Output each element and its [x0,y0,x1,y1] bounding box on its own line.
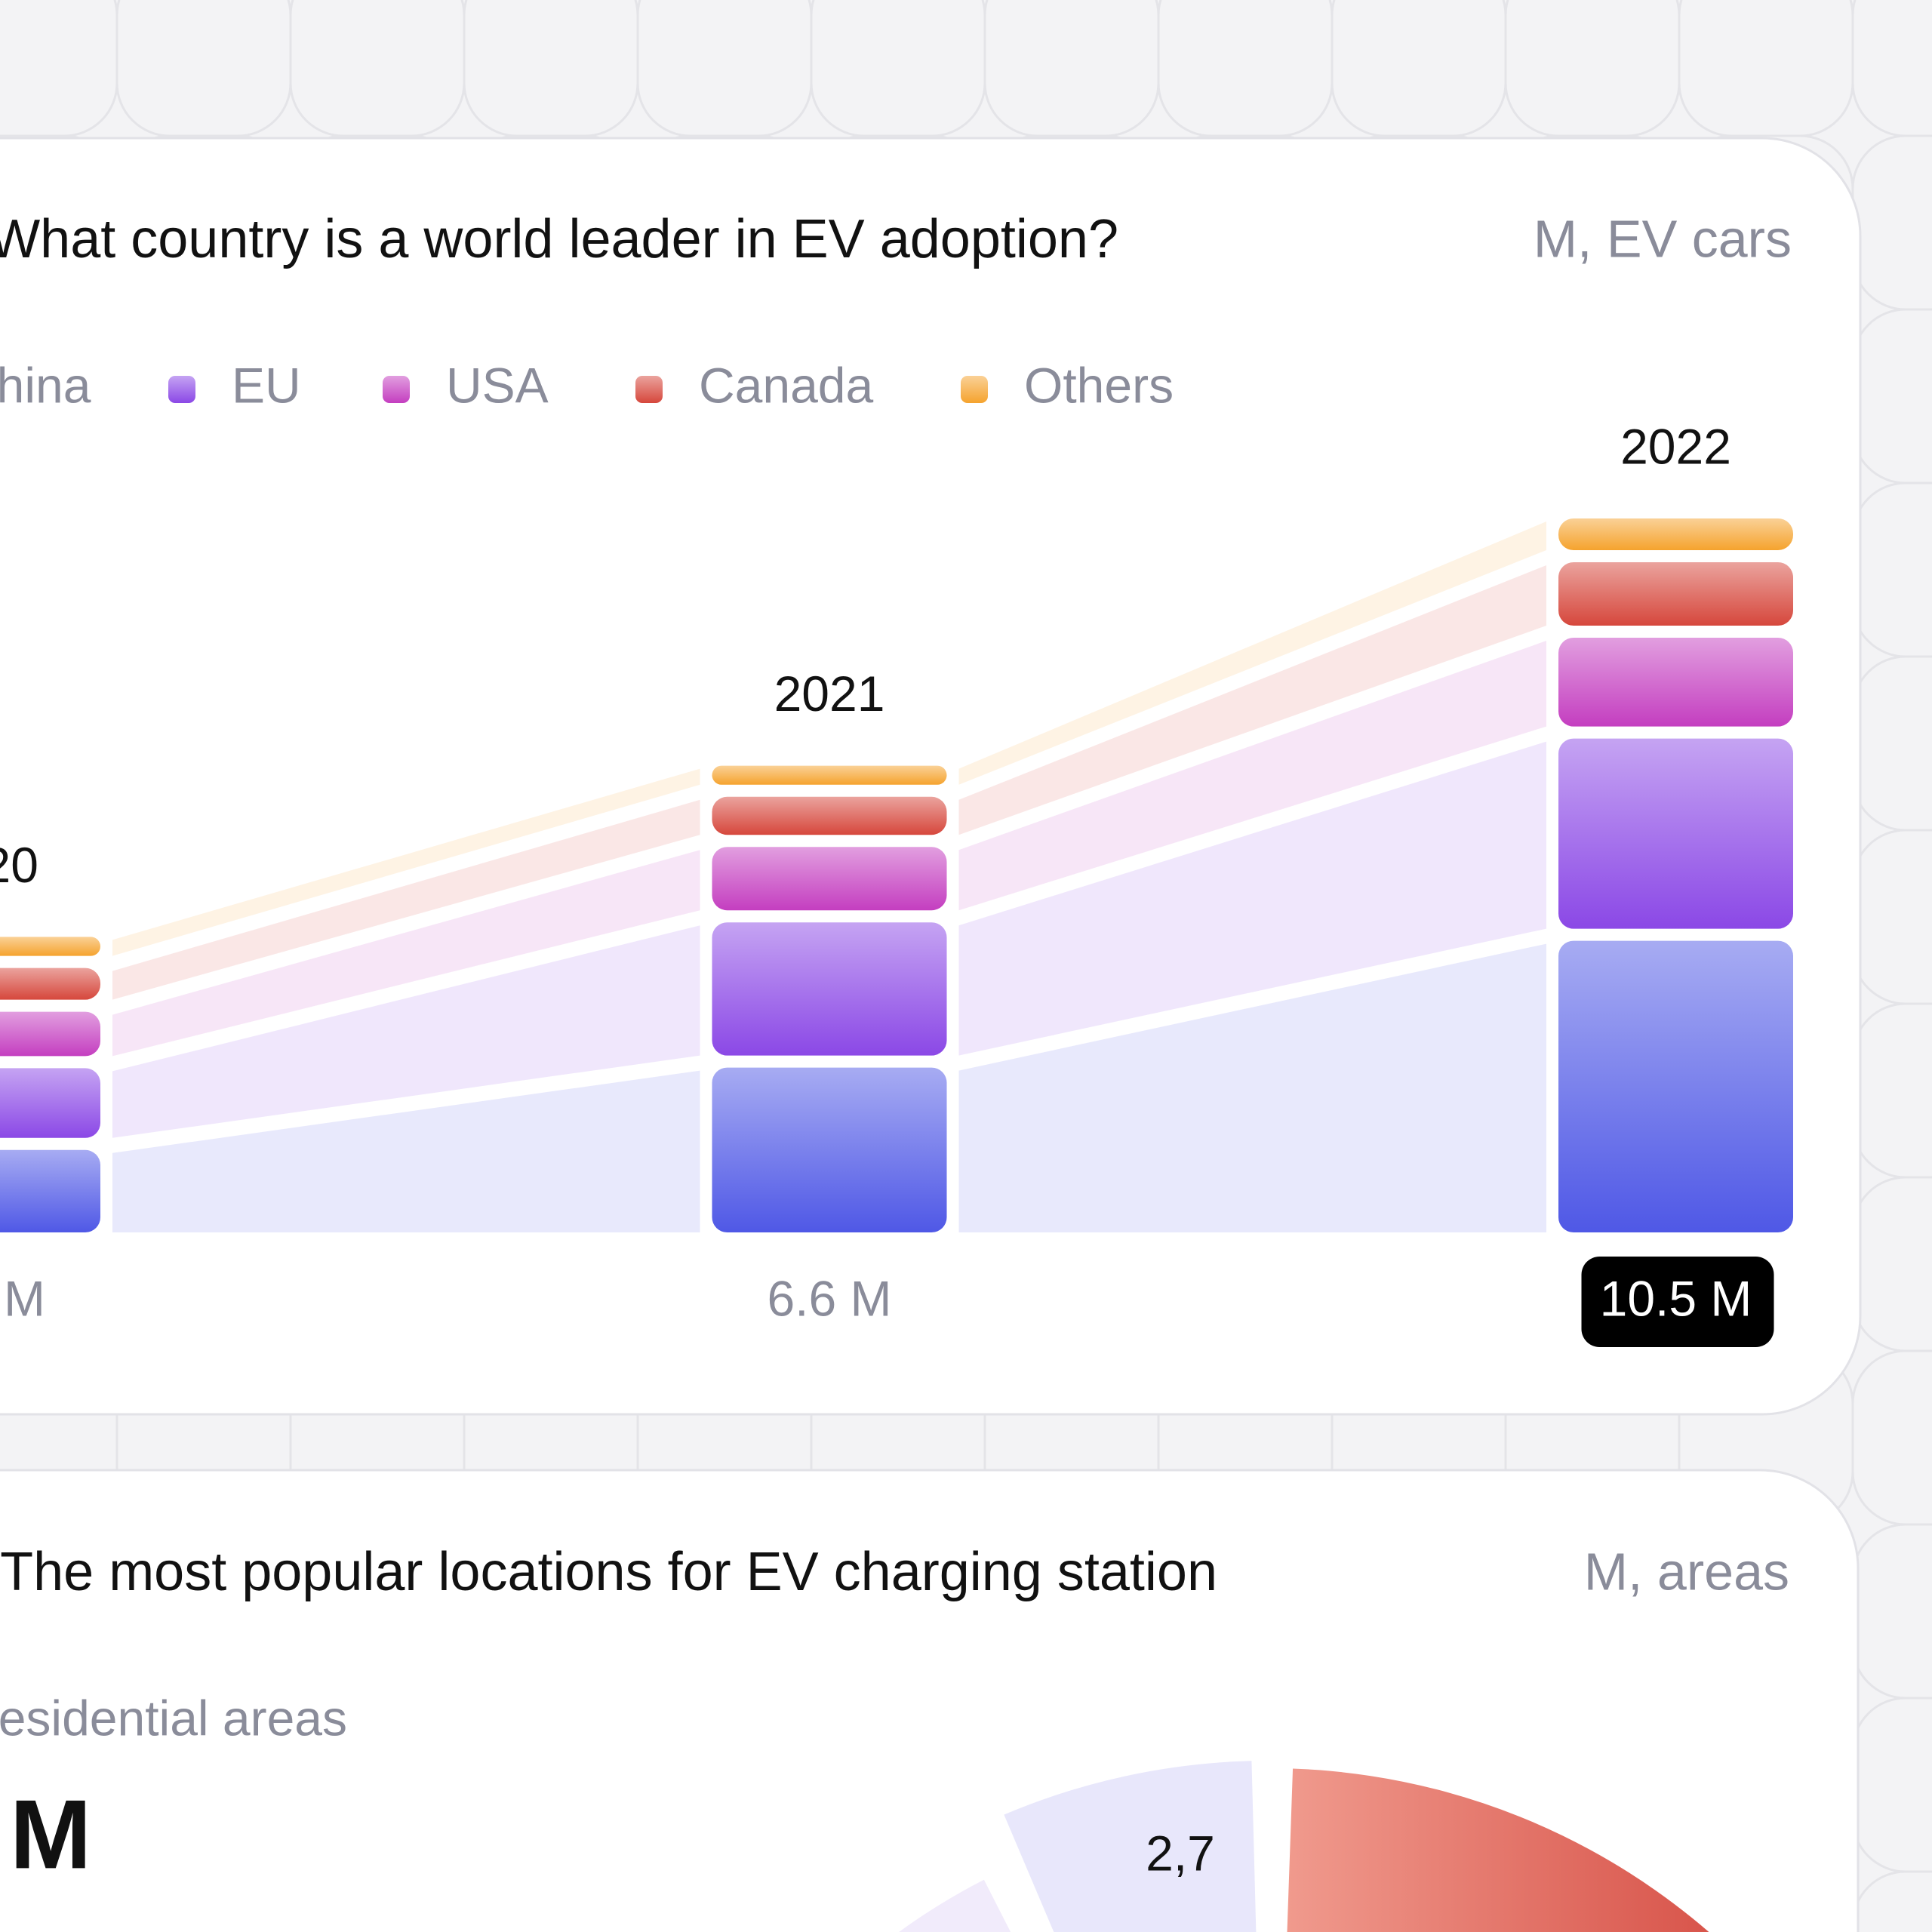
big-value: M [10,1779,91,1889]
pie-wedge [899,1879,1011,1932]
year-label: 2020 [0,837,38,893]
bar-segment [0,937,100,956]
value-label: 2,7 [1146,1825,1215,1881]
legend-marker [383,376,410,403]
bar-segment [0,1068,100,1138]
total-pill [1581,1257,1774,1347]
legend-label: China [0,357,91,413]
flow-band [958,565,1546,835]
bar-segment [1558,638,1793,727]
bar-segment [712,796,947,835]
flow-band [112,925,700,1138]
pie-wedge [1004,1761,1257,1932]
year-label: 2022 [1620,418,1731,474]
bar-segment [712,765,947,785]
bar-segment [712,922,947,1056]
flow-band [958,741,1546,1056]
legend-label: EU [232,357,301,413]
year-label: 2021 [774,666,885,721]
total-label: 6.6 M [767,1270,891,1326]
legend-label: Canada [699,357,873,413]
bar-segment [1558,518,1793,550]
flow-band [112,1070,700,1232]
legend-label: Others [1024,357,1174,413]
flow-band [958,641,1546,911]
legend-marker [168,376,195,403]
flow-band [112,799,700,1000]
unit-label: M, areas [1584,1542,1789,1601]
total-label: 10.5 M [1600,1270,1752,1326]
bar-segment [0,1011,100,1057]
flow-band [112,768,700,956]
bar-segment [1558,940,1793,1232]
legend-marker [635,376,663,403]
chart-title: The most popular locations for EV chargi… [0,1542,1217,1602]
flow-band [958,521,1546,785]
bar-segment [1558,738,1793,929]
chart-title: What country is a world leader in EV ado… [0,209,1118,269]
bar-segment [0,1149,100,1232]
bar-segment [712,847,947,911]
flow-band [958,943,1546,1232]
pie-wedge [1287,1768,1709,1932]
annotation: Residential areas [0,1690,347,1746]
bar-segment [712,1067,947,1232]
bar-segment [1558,562,1793,626]
unit-label: M, EV cars [1534,209,1792,268]
legend-label: USA [446,357,549,413]
legend-marker [961,376,988,403]
flow-band [112,850,700,1057]
bar-segment [0,968,100,1000]
total-label: 3.9 M [0,1270,45,1326]
